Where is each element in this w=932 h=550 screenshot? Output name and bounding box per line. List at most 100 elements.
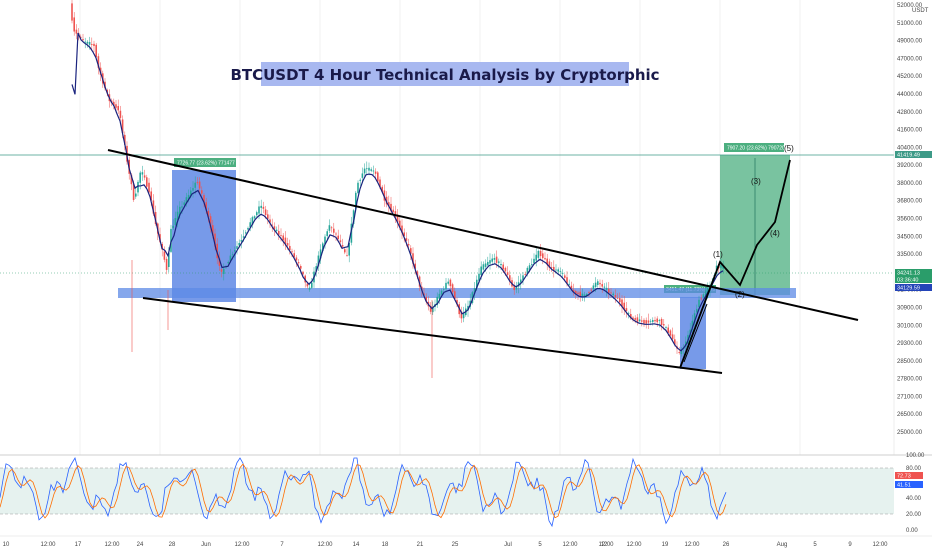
lower-trendline bbox=[142, 297, 723, 374]
currency-label: USDT bbox=[912, 8, 929, 14]
x-tick-label: 12:00 bbox=[626, 542, 642, 548]
candle-body bbox=[269, 219, 271, 223]
y-tick-label: 40400.00 bbox=[897, 145, 923, 151]
wave-label-3: (3) bbox=[751, 177, 761, 186]
candle-body bbox=[231, 253, 234, 255]
candle-body bbox=[487, 261, 489, 266]
candle-body bbox=[693, 313, 696, 323]
candle-body bbox=[71, 3, 73, 21]
candle-body bbox=[513, 285, 515, 291]
candle-body bbox=[192, 188, 194, 191]
candle-body bbox=[603, 286, 606, 288]
candle-body bbox=[588, 292, 590, 293]
candle-body bbox=[537, 250, 540, 258]
candle-body bbox=[82, 39, 84, 41]
candle-body bbox=[141, 172, 144, 175]
y-tick-label: 52000.00 bbox=[897, 3, 923, 9]
chart-title-bg bbox=[261, 62, 629, 86]
candle-body bbox=[407, 243, 410, 246]
candle-body bbox=[399, 220, 401, 228]
candle-body bbox=[245, 232, 247, 234]
candle-body bbox=[425, 297, 427, 302]
candle-body bbox=[572, 289, 575, 293]
candle-body bbox=[355, 192, 357, 210]
candle-body bbox=[86, 41, 89, 44]
osc-tick-label: 100.00 bbox=[906, 453, 925, 459]
candle-body bbox=[674, 339, 676, 345]
candle-body bbox=[493, 258, 496, 260]
candle-body bbox=[553, 266, 555, 271]
candle-body bbox=[286, 243, 289, 246]
candle-body bbox=[544, 258, 546, 260]
x-tick-label: 5 bbox=[538, 542, 542, 548]
candle-body bbox=[592, 285, 595, 290]
candle-body bbox=[330, 227, 333, 229]
candle-body bbox=[223, 268, 225, 275]
candle-body bbox=[489, 260, 491, 264]
y-tick-label: 30100.00 bbox=[897, 323, 923, 329]
candle-body bbox=[517, 282, 520, 287]
upper-trendline bbox=[107, 149, 859, 321]
y-tick-label: 34500.00 bbox=[897, 234, 923, 240]
x-tick-label: 12:00 bbox=[104, 542, 120, 548]
candle-body bbox=[460, 311, 463, 319]
candle-body bbox=[546, 258, 548, 265]
candle-body bbox=[535, 254, 537, 261]
candle-body bbox=[146, 177, 148, 187]
candle-body bbox=[702, 294, 705, 298]
candle-body bbox=[410, 248, 412, 254]
range-box bbox=[172, 170, 236, 302]
candle-body bbox=[352, 210, 355, 224]
candle-body bbox=[308, 287, 311, 290]
x-tick-label: Jun bbox=[201, 542, 211, 548]
candle-body bbox=[698, 299, 700, 308]
time-axis: 10 12:00 17 12:00 24 28 Jun 12:00 7 12:00 14 18 21 25… bbox=[0, 535, 932, 548]
candle-body bbox=[528, 265, 531, 270]
candle-body bbox=[445, 282, 447, 290]
candle-body bbox=[491, 258, 493, 262]
candle-body bbox=[641, 320, 643, 322]
candle-body bbox=[671, 334, 674, 340]
candle-body bbox=[267, 214, 269, 219]
candle-body bbox=[652, 320, 654, 322]
candle-body bbox=[579, 291, 581, 297]
candle-body bbox=[570, 285, 573, 290]
candle-body bbox=[326, 231, 328, 237]
range-box-label: 7726.77 (23.62%) 771477 bbox=[177, 161, 235, 167]
candle-body bbox=[405, 238, 408, 241]
candle-body bbox=[357, 182, 359, 193]
candle-body bbox=[383, 190, 386, 201]
grid-lines bbox=[79, 0, 801, 455]
price-tag-bg bbox=[895, 276, 932, 283]
candle-body bbox=[209, 216, 212, 229]
x-tick-label: 18 bbox=[382, 542, 389, 548]
candle-body bbox=[183, 202, 185, 205]
candle-body bbox=[150, 191, 152, 201]
candle-body bbox=[720, 265, 722, 268]
price-tag-bg bbox=[895, 151, 932, 158]
candle-body bbox=[284, 237, 287, 245]
x-tick-label: 19 bbox=[662, 542, 669, 548]
candle-body bbox=[550, 267, 553, 268]
candle-body bbox=[482, 264, 485, 270]
candle-body bbox=[190, 190, 192, 197]
candle-body bbox=[440, 290, 443, 295]
candle-body bbox=[498, 261, 500, 263]
candle-body bbox=[623, 302, 625, 310]
candle-body bbox=[361, 173, 364, 178]
y-tick-label: 28500.00 bbox=[897, 359, 923, 365]
y-tick-label: 45200.00 bbox=[897, 74, 923, 80]
candle-body bbox=[524, 274, 526, 276]
candle-body bbox=[610, 292, 612, 294]
candle-body bbox=[278, 230, 280, 235]
candle-body bbox=[289, 245, 291, 251]
candle-body bbox=[214, 233, 216, 247]
candle-body bbox=[414, 263, 416, 269]
candle-body bbox=[548, 261, 551, 268]
candle-body bbox=[597, 281, 599, 285]
candle-body bbox=[302, 271, 304, 275]
candle-body bbox=[520, 279, 522, 283]
candle-body bbox=[220, 269, 223, 272]
candle-body bbox=[170, 228, 172, 252]
x-tick-label: Aug bbox=[777, 542, 788, 548]
